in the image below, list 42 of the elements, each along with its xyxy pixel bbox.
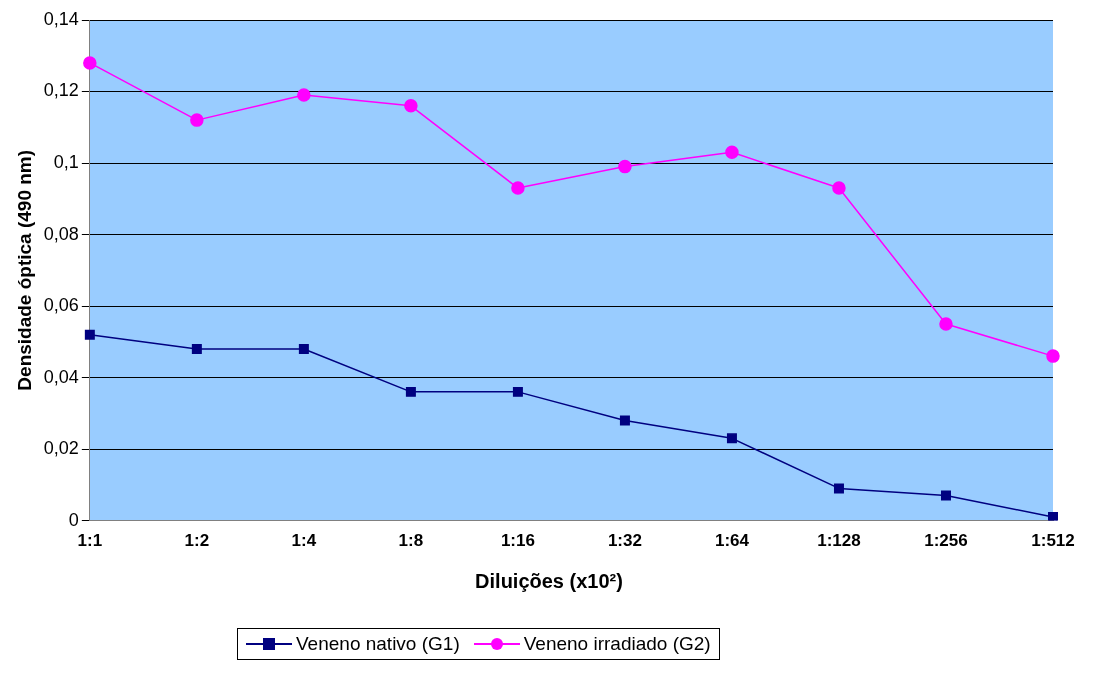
point xyxy=(833,483,844,494)
y-axis-title: Densidade óptica (490 nm) xyxy=(13,149,35,391)
point xyxy=(1046,349,1060,363)
point xyxy=(297,88,311,102)
point xyxy=(405,386,416,397)
point xyxy=(84,329,95,340)
y-tick-label: 0,1 xyxy=(53,152,79,172)
point xyxy=(832,181,846,195)
x-tick-label: 1:512 xyxy=(1031,531,1075,551)
y-tick-label: 0,06 xyxy=(43,295,79,316)
y-tick-label: 0,14 xyxy=(43,8,79,29)
point xyxy=(619,415,630,426)
point xyxy=(298,343,309,354)
y-tick-label: 0,12 xyxy=(43,80,79,101)
point xyxy=(511,181,525,195)
x-tick-label: 1:256 xyxy=(924,531,968,551)
x-tick-label: 1:64 xyxy=(714,531,750,551)
legend-label: Veneno nativo (G1) xyxy=(296,633,460,655)
point xyxy=(190,113,204,127)
point xyxy=(940,490,951,501)
x-tick-label: 1:16 xyxy=(500,531,535,551)
x-tick-label: 1:32 xyxy=(607,531,642,551)
y-tick-label: 0,02 xyxy=(43,438,79,459)
text: 0 xyxy=(68,509,79,530)
x-tick-label: 1:4 xyxy=(291,531,317,551)
x-tick-label: 1:8 xyxy=(398,531,424,551)
point xyxy=(725,145,739,160)
legend-label: Veneno irradiado (G2) xyxy=(523,633,711,655)
point xyxy=(83,56,97,70)
point xyxy=(191,343,202,354)
point xyxy=(618,159,632,174)
y-tick-label: 0,04 xyxy=(43,366,79,387)
x-tick-label: 1:1 xyxy=(77,531,103,551)
point xyxy=(1048,512,1058,521)
point xyxy=(404,99,418,113)
x-tick-label: 1:128 xyxy=(817,531,861,551)
point xyxy=(726,433,737,444)
point xyxy=(939,317,953,331)
point xyxy=(512,386,523,397)
y-tick-label: 0,08 xyxy=(43,223,79,244)
x-tick-label: 1:2 xyxy=(184,531,210,551)
x-axis-title: Diluições (x10²) xyxy=(474,570,624,593)
